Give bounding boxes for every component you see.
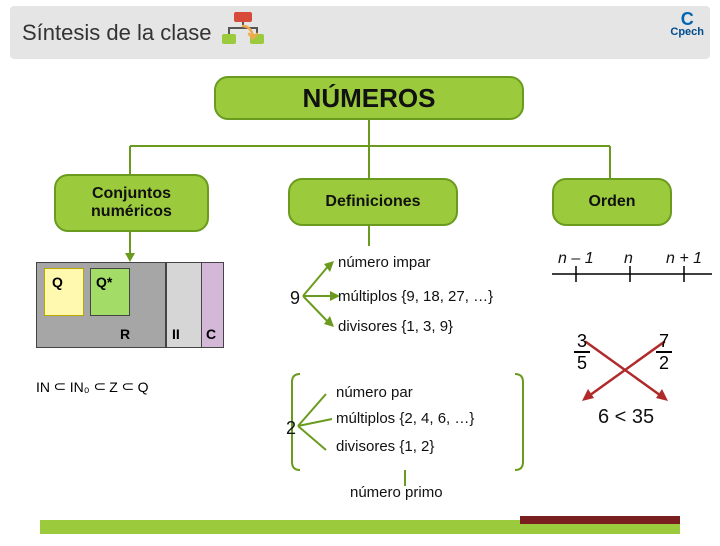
set-q — [44, 268, 84, 316]
node-root: NÚMEROS — [214, 76, 524, 120]
node-conjuntos-label: Conjuntos numéricos — [91, 185, 172, 221]
label-q: Q — [52, 274, 63, 290]
page-title: Síntesis de la clase — [22, 20, 212, 46]
node-orden-label: Orden — [588, 193, 635, 211]
node-conjuntos: Conjuntos numéricos — [54, 174, 209, 232]
chain-z: Z — [109, 379, 118, 395]
node-definiciones-label: Definiciones — [325, 193, 420, 211]
label-qs: Q* — [96, 274, 112, 290]
def-9-div: divisores {1, 3, 9} — [338, 318, 453, 335]
def-2-anchor: 2 — [286, 418, 296, 439]
header-bar: Síntesis de la clase — [10, 6, 710, 59]
chain-in0: IN₀ — [70, 379, 90, 395]
fraction-a: 3 5 — [574, 332, 590, 372]
orden-comparison: 6 < 35 — [598, 406, 654, 429]
brand-logo: C Cpech — [670, 12, 704, 38]
subset-icon: ⊂ — [53, 378, 66, 395]
def-2-primo: número primo — [350, 484, 443, 501]
subset-icon: ⊂ — [121, 378, 134, 395]
tick-nminus1: n – 1 — [558, 250, 594, 268]
node-orden: Orden — [552, 178, 672, 226]
def-2-par: número par — [336, 384, 413, 401]
label-ii: II — [172, 326, 180, 342]
label-r: R — [120, 326, 130, 342]
subset-icon: ⊂ — [93, 378, 106, 395]
tick-n: n — [624, 250, 633, 268]
def-9-mult: múltiplos {9, 18, 27, …} — [338, 288, 493, 305]
def-9-impar: número impar — [338, 254, 431, 271]
chain-in: IN — [36, 379, 50, 395]
def-2-mult: múltiplos {2, 4, 6, …} — [336, 410, 474, 427]
fraction-b: 7 2 — [656, 332, 672, 372]
node-root-label: NÚMEROS — [303, 83, 436, 114]
node-definiciones: Definiciones — [288, 178, 458, 226]
fraction-a-num: 3 — [577, 332, 587, 350]
chain-q: Q — [138, 379, 149, 395]
def-2-div: divisores {1, 2} — [336, 438, 434, 455]
subset-chain: IN ⊂ IN₀ ⊂ Z ⊂ Q — [36, 378, 148, 395]
fraction-a-den: 5 — [577, 354, 587, 372]
flowchart-icon — [222, 12, 264, 53]
label-c: C — [206, 326, 216, 342]
fraction-b-den: 2 — [659, 354, 669, 372]
fraction-b-num: 7 — [659, 332, 669, 350]
def-9-anchor: 9 — [290, 288, 300, 309]
tick-nplus1: n + 1 — [666, 250, 702, 268]
footer-bar — [40, 520, 680, 534]
